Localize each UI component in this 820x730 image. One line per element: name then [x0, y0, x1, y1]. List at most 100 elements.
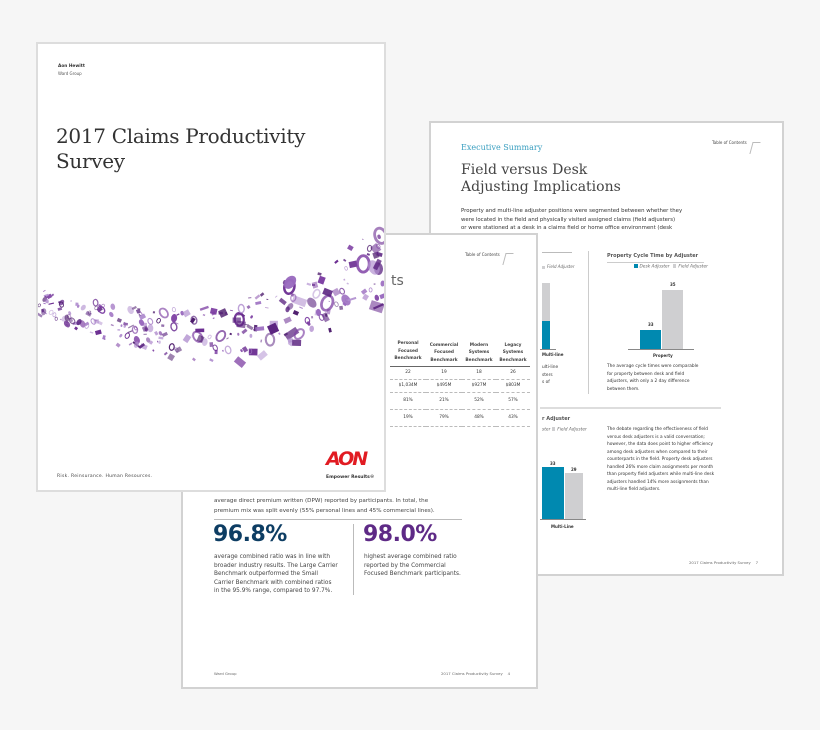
artwork-shape: [347, 296, 357, 302]
artwork-shape: [161, 331, 168, 338]
artwork-shape: [80, 304, 86, 311]
artwork-shape: [328, 300, 330, 302]
summary-text: average direct premium written (DPW) rep…: [214, 496, 435, 516]
artwork-shape: [135, 308, 141, 314]
artwork-shape: [43, 289, 46, 292]
artwork-shape: [44, 298, 49, 304]
artwork-shape: [76, 319, 82, 326]
line: for property between desk and field: [607, 371, 685, 377]
line: between them.: [607, 386, 640, 392]
artwork-shape: [156, 317, 161, 324]
logo-tagline: Empower Results®: [326, 475, 375, 480]
line: s of: [542, 380, 550, 385]
artwork-shape: [339, 287, 346, 295]
toc-link[interactable]: Table of Contents: [712, 140, 747, 145]
footer: 2017 Claims Productivity Survey 7: [689, 560, 759, 565]
artwork-shape: [366, 253, 371, 256]
artwork-shape: [157, 340, 159, 343]
value-label: 35: [670, 282, 676, 287]
org-name: Aon Hewitt: [58, 64, 85, 69]
artwork-shape: [309, 325, 315, 332]
artwork-shape: [341, 294, 351, 306]
artwork-shape: [241, 346, 249, 353]
stat-value-2: 98.0%: [363, 522, 437, 547]
artwork-shape: [51, 293, 55, 297]
line: or were stationed at a desk in a claims …: [461, 225, 673, 231]
artwork-shape: [325, 313, 328, 317]
artwork-shape: [376, 243, 381, 249]
artwork-shape: [38, 312, 43, 318]
artwork-shape: [292, 310, 300, 316]
artwork-shape: [264, 332, 276, 347]
category-label: Multi-line: [542, 352, 564, 357]
artwork-shape: [70, 300, 72, 302]
artwork-shape: [293, 328, 305, 340]
artwork-shape: [148, 340, 154, 345]
artwork-shape: [94, 329, 102, 336]
artwork-shape: [43, 302, 46, 305]
artwork-shape: [246, 324, 254, 331]
artwork-shape: [284, 275, 297, 289]
artwork-shape: [117, 329, 121, 331]
value-label: 33: [648, 322, 654, 327]
artwork-shape: [120, 324, 123, 327]
artwork-shape: [41, 308, 47, 316]
stat-text-1: average combined ratio was in line with b…: [214, 554, 338, 595]
artwork-shape: [84, 323, 90, 329]
line: The average cycle times were comparable: [607, 364, 699, 369]
line: adjusters handled 14% more assignments t…: [607, 479, 709, 485]
artwork-shape: [163, 351, 168, 356]
artwork-shape: [385, 253, 386, 260]
artwork-shape: [115, 342, 121, 348]
line: than property field adjusters while mult…: [607, 472, 715, 477]
artwork-shape: [241, 328, 248, 335]
artwork-shape: [57, 307, 63, 311]
artwork-shape: [154, 330, 159, 336]
artwork-shape: [377, 234, 381, 240]
artwork-shape: [328, 327, 332, 333]
artwork-shape: [212, 317, 215, 320]
artwork-shape: [306, 282, 312, 286]
table-header: Personal Focused Benchmark Commercial Focus…: [390, 340, 530, 366]
artwork-shape: [248, 348, 258, 356]
toc-link[interactable]: Table of Contents: [465, 252, 500, 257]
artwork-shape: [317, 272, 322, 276]
line: however, the data does point to higher e…: [607, 442, 714, 447]
artwork-shape: [161, 324, 165, 327]
artwork-shape: [373, 283, 376, 286]
title-line: Field versus Desk: [461, 162, 588, 178]
divider: [214, 519, 462, 520]
benchmark-table: Personal Focused Benchmark Commercial Focus…: [390, 340, 530, 427]
artwork-shape: [201, 338, 208, 346]
artwork-shape: [233, 356, 247, 368]
artwork-shape: [128, 342, 133, 346]
artwork-shape: [147, 317, 154, 325]
artwork-shape: [343, 258, 347, 262]
artwork-shape: [89, 331, 94, 334]
artwork-shape: [317, 275, 326, 285]
artwork-shape: [171, 307, 176, 313]
stat-value-1: 96.8%: [213, 522, 287, 547]
line: ulti-line: [542, 365, 559, 370]
artwork-shape: [362, 238, 364, 240]
artwork-shape: [173, 321, 179, 325]
category-label: Multi-Line: [551, 524, 574, 529]
artwork-shape: [264, 307, 269, 309]
artwork-shape: [373, 226, 384, 245]
artwork-shape: [266, 298, 269, 300]
artwork-shape: [222, 349, 224, 352]
artwork-shape: [283, 316, 292, 324]
artwork-shape: [257, 350, 268, 361]
artwork-shape: [182, 309, 191, 318]
chart-legend: Desk Adjuster Field Adjuster: [634, 264, 708, 269]
divider: [588, 251, 589, 394]
divider: [540, 407, 721, 409]
page-title: Field versus Desk Adjusting Implications: [461, 162, 621, 196]
artwork-shape: [70, 318, 73, 322]
artwork-shape: [254, 294, 261, 300]
artwork-shape: [85, 310, 92, 317]
artwork-shape: [237, 303, 245, 314]
cover-page: Aon Hewitt Ward Group 2017 Claims Produc…: [36, 42, 386, 492]
artwork-shape: [138, 319, 145, 326]
artwork-shape: [287, 303, 294, 310]
